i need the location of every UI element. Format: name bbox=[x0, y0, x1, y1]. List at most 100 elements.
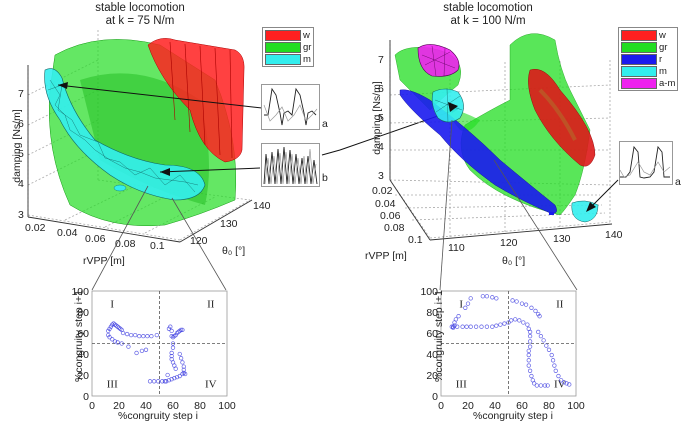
right-ztick: 5 bbox=[378, 112, 384, 124]
scatter-right-point bbox=[537, 314, 542, 319]
left-xtick: 0.02 bbox=[25, 222, 46, 234]
left-legend: w gr m bbox=[262, 27, 315, 67]
scatter-left-quadrant-label: II bbox=[207, 299, 215, 311]
left-m-blob-small bbox=[113, 184, 127, 192]
inset-b-trace bbox=[263, 146, 318, 185]
scatter-left-point bbox=[134, 350, 139, 356]
scatter-right-point bbox=[514, 299, 519, 304]
right-xtick: 0.08 bbox=[384, 222, 405, 234]
legend-item-w: w bbox=[621, 29, 675, 41]
right-ytick: 140 bbox=[605, 229, 623, 241]
scatter-left-point bbox=[181, 367, 186, 372]
scatter-right-point bbox=[527, 329, 533, 335]
scatter-right-point bbox=[526, 348, 531, 354]
scatter-left-xtick: 100 bbox=[218, 400, 236, 412]
scatter-left-point bbox=[166, 378, 172, 383]
scatter-left-point bbox=[177, 351, 182, 357]
scatter-right-point bbox=[468, 296, 473, 301]
scatter-right-point bbox=[498, 322, 503, 327]
arrow-to-inset-a-left bbox=[57, 84, 263, 109]
inset-a-left bbox=[261, 84, 320, 130]
scatter-left-point bbox=[173, 366, 178, 371]
left-title-line2: at k = 75 N/m bbox=[105, 15, 175, 27]
scatter-left-point bbox=[170, 345, 176, 350]
scatter-right-point bbox=[533, 308, 538, 314]
right-m-volume-upper bbox=[431, 88, 464, 123]
legend-swatch bbox=[621, 53, 657, 65]
scatter-right-point bbox=[532, 381, 537, 386]
scatter-right-point bbox=[527, 368, 533, 373]
scatter-right-point bbox=[527, 339, 533, 344]
zoom-line-left-2 bbox=[171, 197, 227, 291]
scatter-right-point bbox=[538, 383, 544, 388]
scatter-right-point bbox=[561, 380, 566, 385]
scatter-right-point bbox=[456, 314, 461, 319]
scatter-left-point bbox=[145, 334, 150, 339]
right-xtick: 0.04 bbox=[375, 198, 396, 210]
scatter-right-xtick: 100 bbox=[567, 400, 585, 412]
scatter-right-point bbox=[536, 329, 541, 335]
legend-swatch bbox=[621, 29, 657, 41]
scatter-left-point bbox=[128, 332, 134, 338]
scatter-right-point bbox=[519, 301, 525, 306]
scatter-left-ytick: 40 bbox=[77, 349, 89, 361]
scatter-left-quadrant-label: IV bbox=[205, 378, 217, 390]
scatter-left-point bbox=[107, 335, 112, 340]
scatter-left-ylabel: %congruity step i+1 bbox=[73, 290, 85, 382]
scatter-right-point bbox=[484, 294, 490, 299]
scatter-left-point bbox=[181, 364, 186, 369]
scatter-right-point bbox=[513, 317, 518, 322]
scatter-left-point bbox=[119, 341, 124, 346]
inset-a-label-left: a bbox=[322, 118, 328, 130]
left-xtick: 0.08 bbox=[115, 238, 136, 250]
scatter-left-point bbox=[162, 379, 168, 384]
arrowhead-m-right bbox=[448, 102, 458, 112]
scatter-right-point bbox=[453, 317, 459, 322]
scatter-right-point bbox=[455, 324, 460, 329]
right-ztick: 3 bbox=[378, 170, 384, 182]
scatter-left-point bbox=[110, 337, 115, 342]
inset-b-left bbox=[261, 143, 320, 187]
right-ztick: 4 bbox=[378, 141, 384, 153]
legend-swatch bbox=[621, 41, 657, 53]
scatter-right-point bbox=[550, 358, 556, 363]
right-xtick: 0.06 bbox=[380, 210, 401, 222]
scatter-left-point bbox=[139, 348, 145, 354]
scatter-left-point bbox=[141, 334, 146, 339]
scatter-right-point bbox=[553, 368, 558, 373]
scatter-right-ytick: 0 bbox=[432, 391, 438, 403]
scatter-left-xtick: 80 bbox=[194, 400, 206, 412]
scatter-left-point bbox=[178, 356, 184, 361]
legend-item-w: w bbox=[265, 29, 311, 41]
scatter-left-point bbox=[120, 330, 126, 336]
scatter-left-point bbox=[182, 371, 188, 377]
scatter-right-point bbox=[494, 323, 499, 328]
scatter-right-point bbox=[449, 324, 454, 329]
scatter-left-point bbox=[133, 332, 138, 338]
scatter-left-point bbox=[169, 377, 174, 382]
scatter-left-point bbox=[169, 350, 174, 356]
scatter-right-point bbox=[527, 344, 533, 349]
scatter-right-ytick: 40 bbox=[426, 349, 438, 361]
scatter-left-point bbox=[178, 327, 184, 333]
scatter-right-point bbox=[529, 373, 534, 379]
scatter-left-point bbox=[180, 360, 185, 365]
scatter-right-ylabel: %congruity step i+1 bbox=[433, 290, 445, 382]
scatter-right-point bbox=[567, 382, 572, 387]
scatter-left-point bbox=[165, 372, 170, 378]
right-3d-axes bbox=[389, 40, 613, 241]
arrowhead-b-left bbox=[160, 168, 170, 176]
scatter-left-point bbox=[115, 340, 120, 345]
inset-a-trace-light bbox=[263, 104, 318, 122]
connector-b-right bbox=[321, 149, 341, 156]
scatter-left-point bbox=[154, 332, 159, 338]
legend-item-a-m: a-m bbox=[621, 77, 675, 89]
inset-a-right bbox=[619, 141, 673, 185]
left-ytick: 140 bbox=[253, 200, 271, 212]
right-xlabel: rVPP [m] bbox=[365, 250, 407, 262]
right-ztick: 6 bbox=[378, 83, 384, 95]
scatter-right-xtick: 60 bbox=[516, 400, 528, 412]
left-ztick: 3 bbox=[18, 209, 24, 221]
scatter-left-point bbox=[155, 379, 161, 384]
